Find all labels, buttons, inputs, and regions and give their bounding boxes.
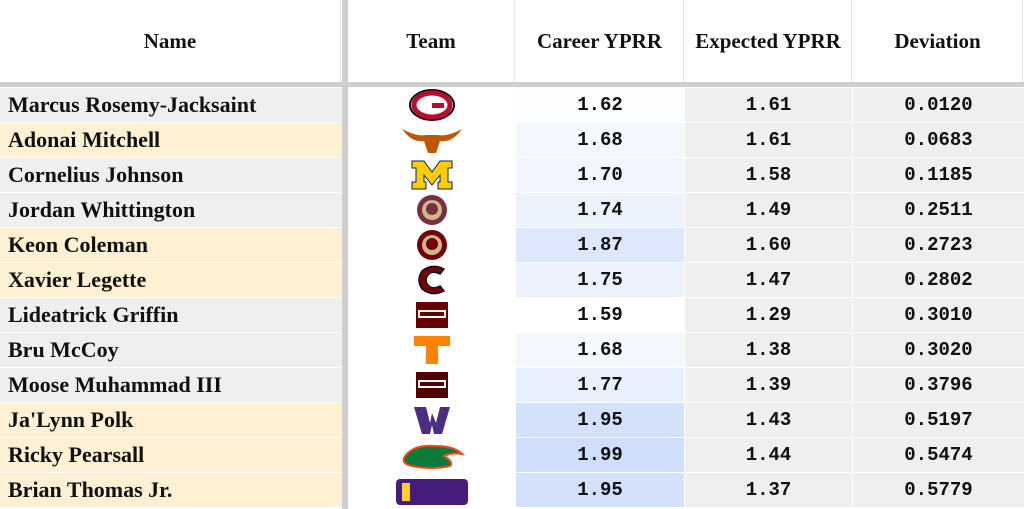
career-yprr: 1.70 (516, 158, 684, 192)
expected-yprr: 1.61 (685, 88, 852, 122)
deviation: 0.5474 (853, 438, 1024, 472)
expected-yprr: 1.47 (685, 263, 852, 297)
expected-yprr: 1.38 (685, 333, 852, 367)
career-yprr: 1.95 (516, 403, 684, 437)
team-logo (415, 372, 448, 398)
team-logo-cell (348, 88, 515, 122)
expected-yprr: 1.39 (685, 368, 852, 402)
expected-yprr: 1.44 (685, 438, 852, 472)
deviation: 0.2802 (853, 263, 1024, 297)
expected-yprr: 1.58 (685, 158, 852, 192)
team-logo-cell (348, 333, 515, 367)
team-logo (401, 129, 462, 153)
player-name: Ricky Pearsall (0, 438, 342, 472)
team-logo (413, 407, 450, 434)
deviation: 0.5197 (853, 403, 1024, 437)
career-yprr: 1.68 (516, 333, 684, 367)
logo-shape (419, 312, 444, 316)
team-logo-cell (348, 403, 515, 437)
deviation: 0.3020 (853, 333, 1024, 367)
logo-shape (417, 265, 445, 295)
logo-shape (431, 103, 444, 108)
logo-shape (413, 407, 450, 434)
team-logo-cell (348, 298, 515, 332)
logo-shape (402, 444, 465, 469)
deviation: 0.0683 (853, 123, 1024, 157)
career-yprr: 1.87 (516, 228, 684, 262)
logo-shape (395, 479, 468, 505)
player-name: Brian Thomas Jr. (0, 473, 342, 507)
career-yprr: 1.68 (516, 123, 684, 157)
career-yprr: 1.95 (516, 473, 684, 507)
deviation: 0.5779 (853, 473, 1024, 507)
logo-shape (411, 160, 452, 190)
deviation: 0.2511 (853, 193, 1024, 227)
team-logo-cell (348, 473, 515, 507)
player-name: Bru McCoy (0, 333, 342, 367)
career-yprr: 1.77 (516, 368, 684, 402)
team-logo (417, 265, 445, 295)
deviation: 0.2723 (853, 228, 1024, 262)
team-logo-cell (348, 228, 515, 262)
deviation: 0.3010 (853, 298, 1024, 332)
deviation: 0.0120 (853, 88, 1024, 122)
name-header: Name (0, 0, 341, 82)
team-logo-cell (348, 158, 515, 192)
team-logo-cell (348, 368, 515, 402)
team-header: Team (348, 0, 515, 82)
team-logo-cell (348, 263, 515, 297)
career-yprr: 1.99 (516, 438, 684, 472)
player-name: Ja'Lynn Polk (0, 403, 342, 437)
expected-yprr: 1.60 (685, 228, 852, 262)
logo-shape (401, 129, 462, 153)
team-logo (413, 336, 450, 364)
career-header: Career YPRR (516, 0, 684, 82)
expected-yprr: 1.29 (685, 298, 852, 332)
logo-shape (419, 382, 444, 386)
logo-shape (413, 336, 450, 364)
deviation: 0.3796 (853, 368, 1024, 402)
player-name: Lideatrick Griffin (0, 298, 342, 332)
team-logo-cell (348, 123, 515, 157)
logo-shape (401, 483, 410, 501)
team-logo (416, 230, 447, 260)
player-name: Keon Coleman (0, 228, 342, 262)
expected-yprr: 1.61 (685, 123, 852, 157)
team-logo-cell (348, 193, 515, 227)
career-yprr: 1.74 (516, 193, 684, 227)
player-name: Xavier Legette (0, 263, 342, 297)
logo-shape (425, 203, 438, 215)
deviation: 0.1185 (853, 158, 1024, 192)
team-logo-cell (348, 438, 515, 472)
expected-yprr: 1.49 (685, 193, 852, 227)
expected-yprr: 1.37 (685, 473, 852, 507)
career-yprr: 1.75 (516, 263, 684, 297)
player-name: Cornelius Johnson (0, 158, 342, 192)
logo-shape (425, 238, 438, 250)
player-name: Adonai Mitchell (0, 123, 342, 157)
career-yprr: 1.59 (516, 298, 684, 332)
team-logo (415, 302, 448, 328)
header-border (0, 82, 1024, 87)
team-logo (395, 479, 468, 505)
team-logo (411, 160, 452, 190)
player-name: Marcus Rosemy-Jacksaint (0, 88, 342, 122)
logo-shape (411, 90, 452, 120)
player-name: Jordan Whittington (0, 193, 342, 227)
column-divider (342, 0, 348, 509)
team-logo (402, 444, 465, 469)
career-yprr: 1.62 (516, 88, 684, 122)
expected-header: Expected YPRR (685, 0, 852, 82)
player-name: Moose Muhammad III (0, 368, 342, 402)
team-logo (416, 195, 447, 225)
expected-yprr: 1.43 (685, 403, 852, 437)
deviation-header: Deviation (853, 0, 1023, 82)
team-logo (408, 89, 455, 121)
